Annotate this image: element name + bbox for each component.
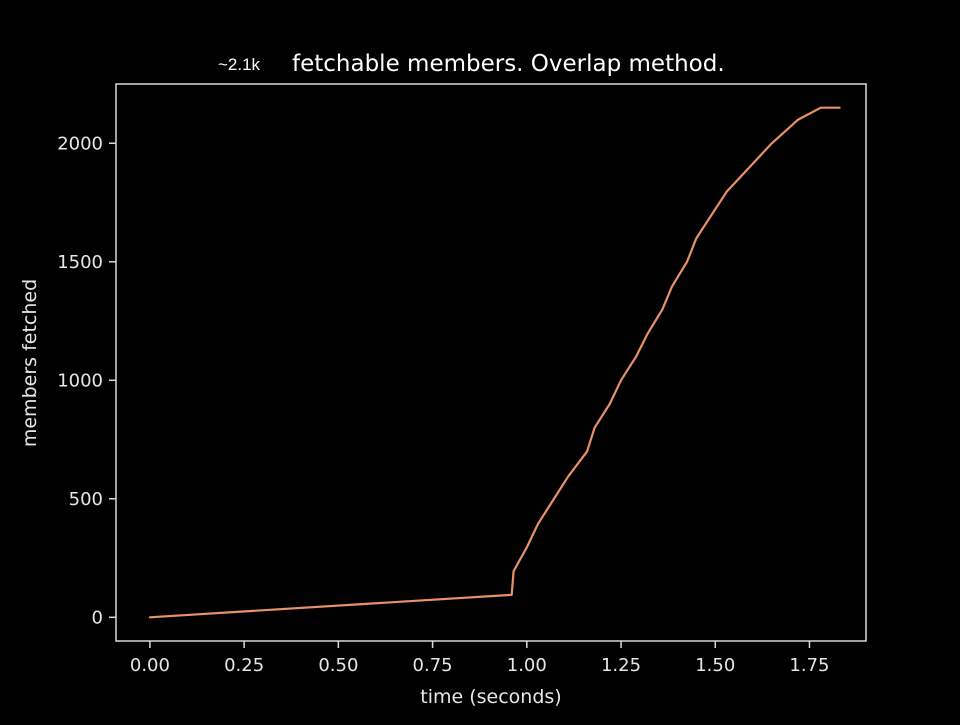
x-tick-label: 1.50 <box>695 655 735 676</box>
y-tick-label: 0 <box>92 607 103 628</box>
chart-title-main: fetchable members. Overlap method. <box>292 51 725 77</box>
y-axis: 0 500 1000 1500 2000 <box>57 133 116 628</box>
y-tick-label: 2000 <box>57 133 103 154</box>
series-line <box>148 106 841 619</box>
x-tick-label: 0.50 <box>318 655 358 676</box>
series-layer <box>148 106 841 619</box>
x-axis: 0.00 0.25 0.50 0.75 1.00 1.25 1.50 1.75 <box>130 641 830 676</box>
x-tick-label: 0.00 <box>130 655 170 676</box>
chart-title: ~2.1k fetchable members. Overlap method. <box>218 51 725 77</box>
y-tick-label: 500 <box>69 489 103 510</box>
plot-frame <box>115 83 867 642</box>
chart-title-approx: ~2.1k <box>218 55 261 74</box>
x-tick-label: 1.00 <box>507 655 547 676</box>
x-tick-label: 1.75 <box>789 655 829 676</box>
y-axis-label: members fetched <box>19 279 41 447</box>
x-axis-label: time (seconds) <box>420 686 561 708</box>
x-tick-label: 0.25 <box>224 655 264 676</box>
x-tick-label: 1.25 <box>601 655 641 676</box>
y-tick-label: 1500 <box>57 252 103 273</box>
y-tick-label: 1000 <box>57 370 103 391</box>
x-tick-label: 0.75 <box>413 655 453 676</box>
